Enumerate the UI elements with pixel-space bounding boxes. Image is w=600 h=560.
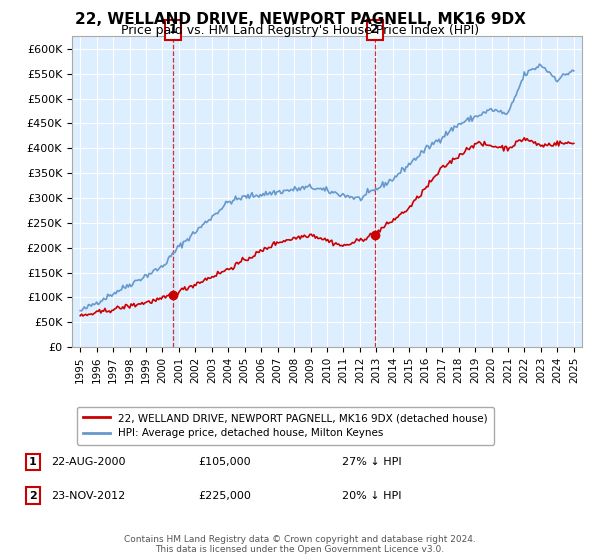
Text: 2: 2	[29, 491, 37, 501]
Text: 22-AUG-2000: 22-AUG-2000	[51, 457, 125, 467]
Text: £105,000: £105,000	[198, 457, 251, 467]
Text: 2: 2	[370, 24, 379, 36]
Text: 22, WELLAND DRIVE, NEWPORT PAGNELL, MK16 9DX: 22, WELLAND DRIVE, NEWPORT PAGNELL, MK16…	[74, 12, 526, 27]
Text: 23-NOV-2012: 23-NOV-2012	[51, 491, 125, 501]
Text: Contains HM Land Registry data © Crown copyright and database right 2024.
This d: Contains HM Land Registry data © Crown c…	[124, 535, 476, 554]
Text: £225,000: £225,000	[198, 491, 251, 501]
Legend: 22, WELLAND DRIVE, NEWPORT PAGNELL, MK16 9DX (detached house), HPI: Average pric: 22, WELLAND DRIVE, NEWPORT PAGNELL, MK16…	[77, 407, 494, 445]
Text: 1: 1	[29, 457, 37, 467]
Text: 1: 1	[169, 24, 178, 36]
Text: Price paid vs. HM Land Registry's House Price Index (HPI): Price paid vs. HM Land Registry's House …	[121, 24, 479, 37]
Text: 20% ↓ HPI: 20% ↓ HPI	[342, 491, 401, 501]
Text: 27% ↓ HPI: 27% ↓ HPI	[342, 457, 401, 467]
